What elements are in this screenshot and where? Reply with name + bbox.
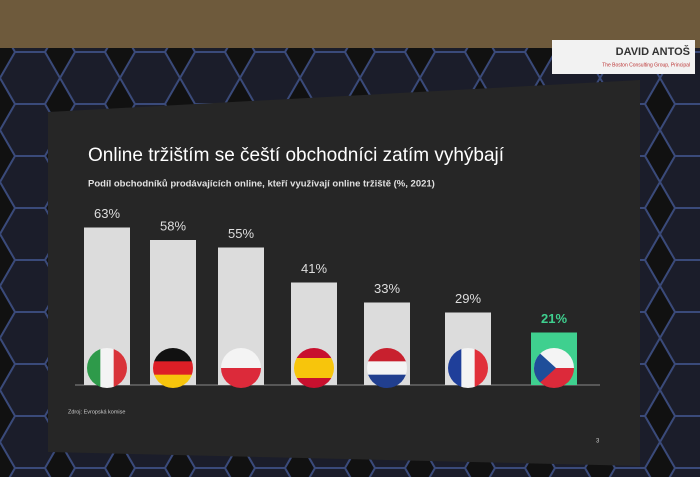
flag bbox=[448, 348, 488, 388]
flag-stripe bbox=[367, 361, 407, 376]
page-number: 3 bbox=[596, 439, 600, 445]
source: Zdroj: Evropská komise bbox=[68, 409, 125, 415]
value-label: 33% bbox=[374, 281, 400, 296]
value-label: 58% bbox=[160, 218, 186, 233]
flag bbox=[534, 348, 574, 388]
flag-stripe bbox=[461, 348, 476, 388]
speaker-name: DAVID ANTOŠ bbox=[616, 45, 690, 58]
flag-stripe bbox=[221, 368, 261, 388]
flag-triangle bbox=[534, 348, 556, 388]
flag-stripe bbox=[448, 348, 462, 388]
chart-subtitle: Podíl obchodníků prodávajících online, k… bbox=[88, 179, 435, 190]
flag-stripe bbox=[367, 348, 407, 362]
flag-stripe bbox=[221, 348, 261, 369]
flag-stripe bbox=[113, 348, 127, 388]
flag-stripe bbox=[474, 348, 488, 388]
flag-stripe bbox=[294, 348, 334, 359]
flag bbox=[367, 348, 407, 388]
name-box bbox=[552, 40, 695, 74]
flag-stripe bbox=[87, 348, 101, 388]
flag-stripe bbox=[294, 378, 334, 388]
flag-stripe bbox=[294, 358, 334, 369]
flag-stripe bbox=[294, 368, 334, 379]
flag-stripe bbox=[100, 348, 115, 388]
flag-stripe bbox=[153, 361, 193, 376]
flag bbox=[87, 348, 127, 388]
value-label: 55% bbox=[228, 226, 254, 241]
flag-stripe bbox=[153, 374, 193, 388]
value-label: 41% bbox=[301, 261, 327, 276]
flag bbox=[221, 348, 261, 388]
speaker-role: The Boston Consulting Group, Principal bbox=[602, 62, 690, 68]
flag bbox=[153, 348, 193, 388]
value-label: 21% bbox=[541, 311, 567, 326]
chart-title: Online tržištím se čeští obchodníci zatí… bbox=[88, 145, 505, 166]
slide bbox=[48, 80, 640, 466]
flag-stripe bbox=[367, 374, 407, 388]
bars: 63% 58% 55% 41% 33% 29% 21% bbox=[84, 206, 577, 388]
flag bbox=[294, 348, 334, 388]
value-label: 63% bbox=[94, 206, 120, 221]
value-label: 29% bbox=[455, 291, 481, 306]
flag-stripe bbox=[153, 348, 193, 362]
